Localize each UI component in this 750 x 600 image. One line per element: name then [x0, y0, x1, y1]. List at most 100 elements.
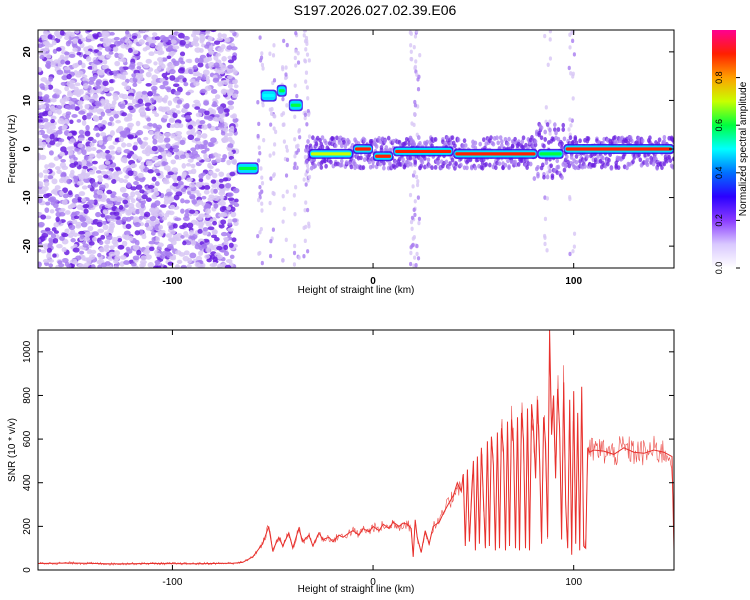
spectrogram-noise-point [138, 39, 145, 45]
spectrogram-noise-point [138, 208, 144, 214]
spectrogram-noise-point [76, 204, 84, 210]
spectrogram-halo-point [562, 136, 567, 142]
spectrogram-noise-point [57, 260, 63, 265]
spectrogram-noise-point [226, 206, 232, 211]
spectrogram-streak-point [259, 58, 263, 63]
spectrogram-streak-point [410, 215, 415, 221]
spectrogram-noise-point [211, 183, 218, 189]
spectrogram-halo-point [318, 137, 322, 143]
spectrogram-noise-point [105, 155, 111, 161]
spectrogram-noise-point [225, 259, 233, 264]
spectrogram-noise-point [49, 196, 57, 202]
spectrogram-noise-point [154, 200, 161, 207]
spectrogram-noise-point [149, 43, 156, 48]
spectrogram-noise-point [169, 124, 176, 128]
spectrogram-halo-point [542, 143, 546, 149]
spectrogram-noise-point [61, 258, 69, 263]
spectrogram-streak-point [409, 250, 413, 256]
spectrogram-noise-point [38, 112, 46, 117]
spectrogram-halo-point [539, 125, 544, 131]
spectrogram-halo-point [601, 155, 605, 161]
spectrogram-noise-point [219, 200, 226, 207]
spectrogram-noise-point [104, 99, 110, 104]
spectrogram-noise-point [158, 224, 163, 230]
spectrogram-noise-point [59, 190, 64, 196]
spectrogram-noise-point [173, 90, 181, 96]
spectrogram-halo-point [306, 139, 310, 144]
spectrogram-noise-point [194, 47, 202, 53]
spectrogram-noise-point [225, 182, 232, 189]
spectrogram-noise-point [59, 30, 65, 36]
spectrogram-noise-point [196, 156, 202, 161]
spectrogram-noise-point [186, 177, 193, 182]
spectrogram-noise-point [149, 246, 155, 252]
spectrogram-noise-point [49, 209, 55, 214]
spectrogram-noise-point [91, 139, 97, 144]
spectrogram-noise-point [47, 110, 53, 116]
spectrogram-streak-point [284, 173, 289, 178]
spectrogram-noise-point [214, 94, 221, 100]
spectrogram-noise-point [50, 97, 57, 103]
spectrogram-halo-point [344, 160, 349, 165]
spectrogram-noise-point [220, 130, 226, 136]
spectrogram-streak-point [412, 122, 416, 128]
spectrogram-halo-point [543, 137, 547, 142]
spectrogram-noise-point [104, 215, 112, 220]
spectrogram-streak-point [256, 100, 260, 105]
spectrogram-noise-point [61, 246, 67, 253]
spectrogram-noise-point [208, 170, 214, 175]
spectrogram-noise-point [219, 69, 225, 75]
spectrogram-noise-point [121, 240, 128, 247]
spectrogram-noise-point [147, 225, 154, 231]
spectrogram-noise-point [151, 212, 158, 217]
spectrogram-noise-point [45, 201, 51, 206]
spectrogram-noise-point [135, 131, 141, 136]
spectrogram-noise-point [206, 247, 211, 253]
spectrogram-halo-point [645, 157, 650, 163]
spectrogram-streak-point [304, 70, 309, 75]
spectrogram-streak-point [417, 216, 422, 222]
colorbar-tick-label: 0.6 [714, 119, 724, 132]
spectrogram-streak-point [281, 111, 286, 116]
spectrogram-noise-point [172, 148, 180, 153]
spectrogram-streak-point [414, 59, 418, 64]
tone-segment-core [375, 154, 392, 158]
spectrogram-noise-point [75, 255, 82, 261]
spectrogram-halo-point [555, 158, 560, 164]
spectrogram-noise-point [172, 112, 178, 119]
spectrogram-streak-point [274, 129, 278, 135]
spectrogram-noise-point [163, 196, 169, 201]
spectrogram-noise-point [44, 164, 49, 170]
spectrogram-noise-point [187, 158, 194, 163]
spectrogram-streak-point [543, 195, 547, 200]
spectrogram-noise-point [125, 209, 132, 216]
spectrogram-noise-point [152, 123, 158, 128]
spectrogram-streak-point [409, 219, 414, 225]
spectrogram-streak-point [269, 239, 273, 244]
spectrogram-halo-point [507, 164, 511, 170]
spectrogram-noise-point [121, 58, 127, 63]
spectrogram-noise-point [166, 55, 172, 60]
spectrogram-noise-point [194, 30, 200, 35]
spectrogram-streak-point [296, 143, 300, 148]
spectrogram-noise-point [56, 109, 62, 115]
spectrogram-halo-point [516, 161, 521, 167]
spectrogram-streak-point [569, 71, 573, 76]
spectrogram-plot-area [38, 30, 674, 268]
spectrogram-noise-point [73, 177, 79, 183]
spectrogram-streak-point [268, 153, 272, 158]
spectrogram-halo-point [542, 174, 546, 180]
spectrogram-noise-point [73, 215, 80, 220]
spectrogram-noise-point [44, 181, 50, 187]
spectrogram-noise-point [48, 76, 54, 82]
spectrogram-noise-point [231, 93, 239, 99]
spectrogram-noise-point [127, 105, 134, 111]
spectrogram-streak-point [293, 83, 297, 88]
spectrogram-noise-point [126, 182, 132, 188]
spectrogram-noise-point [212, 229, 218, 235]
spectrogram-noise-point [82, 94, 89, 101]
spectrogram-noise-point [169, 50, 176, 56]
spectrogram-halo-point [574, 159, 579, 165]
spectrogram-streak-point [543, 216, 548, 222]
colorbar-tick-label: 0.0 [714, 262, 724, 275]
